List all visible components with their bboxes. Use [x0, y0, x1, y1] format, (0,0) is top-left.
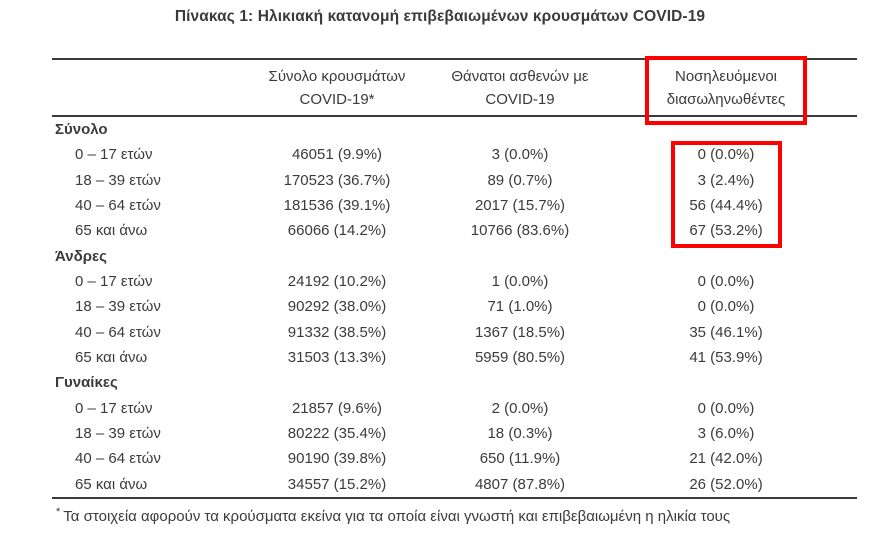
- column-header-deaths-line2: COVID-19: [485, 90, 555, 108]
- table-row: 40 – 64 ετών 181536 (39.1%) 2017 (15.7%)…: [52, 193, 857, 218]
- table-row: 18 – 39 ετών 170523 (36.7%) 89 (0.7%) 3 …: [52, 168, 857, 193]
- column-header-cases-line1: Σύνολο κρουσμάτων: [268, 67, 406, 85]
- intubated-value: 0 (0.0%): [697, 146, 755, 164]
- cases-value: 181536 (39.1%): [283, 197, 391, 215]
- deaths-value: 71 (1.0%): [487, 298, 553, 316]
- intubated-value: 0 (0.0%): [697, 273, 755, 291]
- column-header-intubated-line2: διασωληνωθέντες: [666, 90, 786, 108]
- cases-value: 66066 (14.2%): [287, 222, 387, 240]
- table-row: 0 – 17 ετών 46051 (9.9%) 3 (0.0%) 0 (0.0…: [52, 142, 857, 167]
- age-label: 18 – 39 ετών: [75, 171, 161, 189]
- table-row: 18 – 39 ετών 80222 (35.4%) 18 (0.3%) 3 (…: [52, 421, 857, 446]
- age-label: 65 και άνω: [75, 222, 148, 240]
- age-label: 0 – 17 ετών: [75, 146, 153, 164]
- table-header-row: Σύνολο κρουσμάτων COVID-19* Θάνατοι ασθε…: [52, 58, 857, 117]
- group-label-men: Άνδρες: [55, 247, 107, 265]
- covid-age-table: Σύνολο κρουσμάτων COVID-19* Θάνατοι ασθε…: [52, 58, 857, 525]
- deaths-value: 5959 (80.5%): [474, 349, 566, 367]
- column-header-intubated-line1: Νοσηλευόμενοι: [674, 67, 777, 85]
- deaths-value: 89 (0.7%): [487, 171, 553, 189]
- column-header-deaths-line1: Θάνατοι ασθενών με: [451, 67, 589, 85]
- footnote-text: Τα στοιχεία αφορούν τα κρούσματα εκείνα …: [63, 507, 731, 525]
- deaths-value: 650 (11.9%): [479, 450, 561, 468]
- column-header-intubated: Νοσηλευόμενοι διασωληνωθέντες: [595, 60, 857, 115]
- intubated-value: 0 (0.0%): [697, 399, 755, 417]
- age-label: 0 – 17 ετών: [75, 399, 153, 417]
- deaths-value: 4807 (87.8%): [474, 475, 566, 493]
- table-row: 65 και άνω 66066 (14.2%) 10766 (83.6%) 6…: [52, 218, 857, 243]
- intubated-value: 41 (53.9%): [689, 349, 763, 367]
- cases-value: 24192 (10.2%): [287, 273, 387, 291]
- age-label: 40 – 64 ετών: [75, 197, 161, 215]
- cases-value: 34557 (15.2%): [287, 475, 387, 493]
- deaths-value: 2 (0.0%): [491, 399, 549, 417]
- age-label: 18 – 39 ετών: [75, 298, 161, 316]
- deaths-value: 10766 (83.6%): [470, 222, 570, 240]
- table-row: 0 – 17 ετών 21857 (9.6%) 2 (0.0%) 0 (0.0…: [52, 396, 857, 421]
- table-body: Σύνολο 0 – 17 ετών 46051 (9.9%) 3 (0.0%)…: [52, 117, 857, 499]
- table-row: 18 – 39 ετών 90292 (38.0%) 71 (1.0%) 0 (…: [52, 294, 857, 319]
- age-label: 40 – 64 ετών: [75, 323, 161, 341]
- table-footnote: * Τα στοιχεία αφορούν τα κρούσματα εκείνα…: [52, 506, 857, 525]
- age-label: 65 και άνω: [75, 349, 148, 367]
- group-label-total: Σύνολο: [55, 121, 108, 139]
- intubated-value: 21 (42.0%): [689, 450, 763, 468]
- table-row: 65 και άνω 31503 (13.3%) 5959 (80.5%) 41…: [52, 345, 857, 370]
- intubated-value: 0 (0.0%): [697, 298, 755, 316]
- cases-value: 80222 (35.4%): [287, 425, 387, 443]
- table-row: 40 – 64 ετών 90190 (39.8%) 650 (11.9%) 2…: [52, 446, 857, 471]
- age-label: 0 – 17 ετών: [75, 273, 153, 291]
- group-label-women: Γυναίκες: [55, 374, 118, 392]
- age-label: 40 – 64 ετών: [75, 450, 161, 468]
- deaths-value: 1367 (18.5%): [474, 323, 566, 341]
- cases-value: 21857 (9.6%): [291, 399, 383, 417]
- cases-value: 90292 (38.0%): [287, 298, 387, 316]
- intubated-value: 56 (44.4%): [689, 197, 763, 215]
- cases-value: 170523 (36.7%): [283, 171, 391, 189]
- intubated-value: 3 (2.4%): [697, 171, 755, 189]
- column-header-deaths: Θάνατοι ασθενών με COVID-19: [445, 60, 595, 115]
- deaths-value: 3 (0.0%): [491, 146, 549, 164]
- table-row: 0 – 17 ετών 24192 (10.2%) 1 (0.0%) 0 (0.…: [52, 269, 857, 294]
- intubated-value: 3 (6.0%): [697, 425, 755, 443]
- page-title: Πίνακας 1: Ηλικιακή κατανομή επιβεβαιωμέ…: [174, 8, 706, 25]
- table-row: 65 και άνω 34557 (15.2%) 4807 (87.8%) 26…: [52, 472, 857, 497]
- table-row: 40 – 64 ετών 91332 (38.5%) 1367 (18.5%) …: [52, 320, 857, 345]
- deaths-value: 18 (0.3%): [487, 425, 553, 443]
- age-label: 65 και άνω: [75, 475, 148, 493]
- age-label: 18 – 39 ετών: [75, 425, 161, 443]
- footnote-asterisk: *: [56, 505, 61, 518]
- cases-value: 31503 (13.3%): [287, 349, 387, 367]
- intubated-value: 26 (52.0%): [689, 475, 763, 493]
- column-header-cases-line2: COVID-19*: [299, 90, 375, 108]
- intubated-value: 67 (53.2%): [689, 222, 763, 240]
- deaths-value: 1 (0.0%): [491, 273, 549, 291]
- column-header-cases: Σύνολο κρουσμάτων COVID-19*: [229, 60, 445, 115]
- cases-value: 46051 (9.9%): [291, 146, 383, 164]
- deaths-value: 2017 (15.7%): [474, 197, 566, 215]
- intubated-value: 35 (46.1%): [689, 323, 763, 341]
- cases-value: 91332 (38.5%): [287, 323, 387, 341]
- cases-value: 90190 (39.8%): [287, 450, 387, 468]
- row-label-column-header: [52, 60, 229, 115]
